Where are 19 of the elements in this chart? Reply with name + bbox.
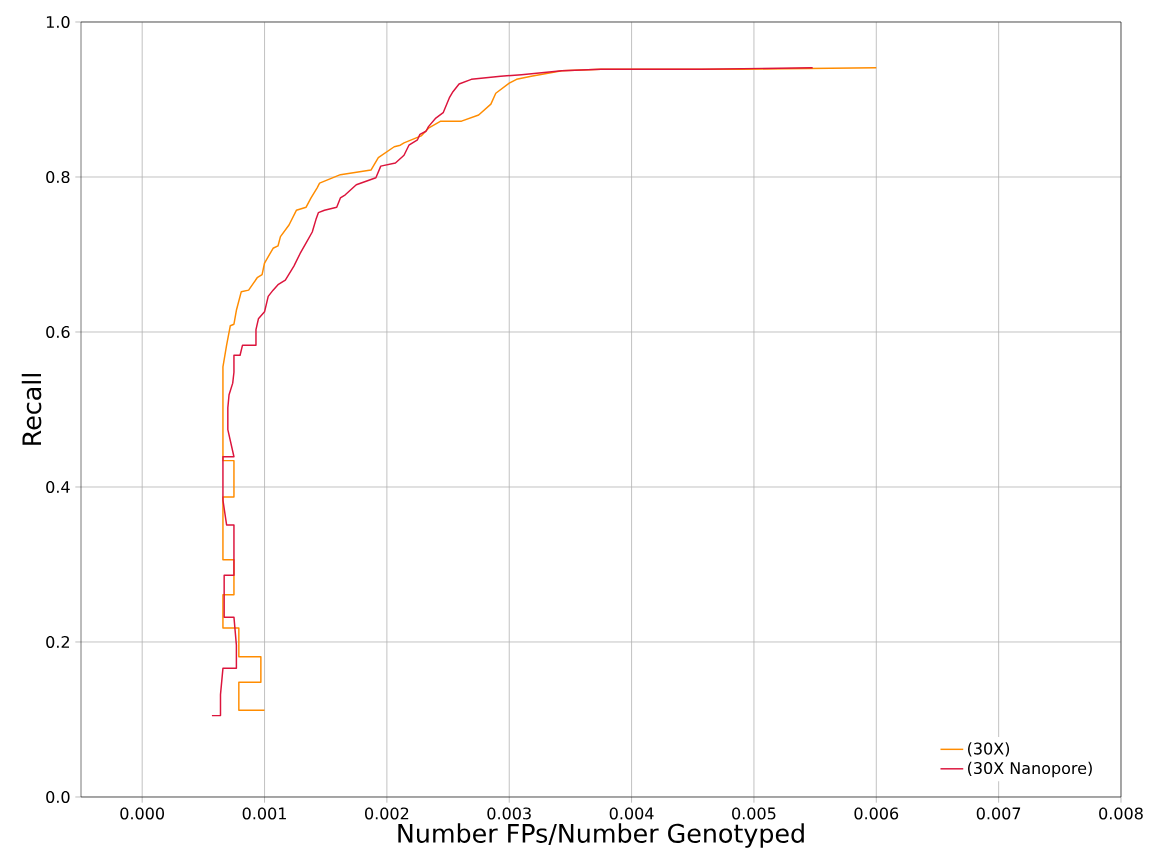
- y-tick-label: 0.6: [46, 325, 70, 339]
- legend-label: (30X Nanopore): [968, 761, 1092, 778]
- x-tick-label: 0.008: [1099, 807, 1143, 820]
- legend-label: (30X): [968, 742, 1010, 757]
- x-tick-label: 0.005: [732, 807, 776, 820]
- y-tick-label: 0.2: [46, 635, 69, 649]
- x-tick-label: 0.003: [487, 807, 531, 820]
- y-tick-label: 0.8: [46, 170, 70, 184]
- x-tick-label: 0.000: [120, 807, 165, 820]
- x-tick-label: 0.001: [242, 807, 286, 820]
- y-tick-label: 0.0: [46, 790, 70, 804]
- y-tick-label: 0.4: [46, 480, 70, 494]
- x-tick-label: 0.007: [976, 807, 1021, 820]
- x-tick-label: 0.004: [609, 807, 654, 820]
- y-axis-title: Recall: [21, 374, 42, 445]
- x-tick-label: 0.006: [854, 807, 899, 820]
- x-tick-label: 0.002: [365, 807, 409, 820]
- x-axis-title: Number FPs/Number Genotyped: [398, 823, 804, 848]
- y-tick-label: 1.0: [46, 15, 70, 29]
